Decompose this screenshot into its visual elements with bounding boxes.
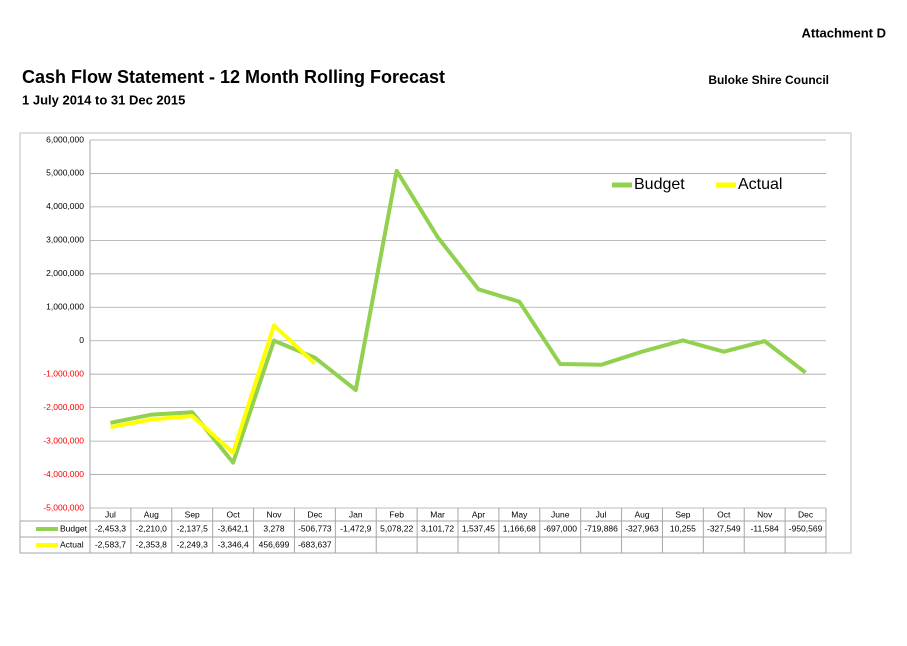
- x-tick-label: May: [511, 509, 528, 519]
- legend-label: Actual: [738, 176, 782, 193]
- y-tick-label: 0: [79, 335, 84, 345]
- data-label: -2,583,7: [95, 539, 126, 549]
- x-tick-label: Oct: [226, 509, 240, 519]
- data-label: 5,078,22: [380, 523, 413, 533]
- table-row-label: Actual: [60, 539, 84, 549]
- subtitle: 1 July 2014 to 31 Dec 2015: [22, 92, 185, 107]
- data-label: -719,886: [584, 523, 618, 533]
- data-label: 10,255: [670, 523, 696, 533]
- x-tick-label: Jan: [349, 509, 363, 519]
- x-tick-label: Aug: [144, 509, 159, 519]
- y-tick-label: -1,000,000: [43, 368, 84, 378]
- table-row-label: Budget: [60, 523, 88, 533]
- data-label: -2,453,3: [95, 523, 126, 533]
- data-label: -950,569: [789, 523, 823, 533]
- y-tick-label: -3,000,000: [43, 435, 84, 445]
- data-label: -506,773: [298, 523, 332, 533]
- y-tick-label: 6,000,000: [46, 134, 84, 144]
- y-tick-label: 4,000,000: [46, 201, 84, 211]
- y-tick-label: 5,000,000: [46, 168, 84, 178]
- attachment: Attachment D: [801, 25, 886, 40]
- data-label: 3,101,72: [421, 523, 454, 533]
- data-label: -11,584: [751, 523, 779, 533]
- data-label: 1,537,45: [462, 523, 495, 533]
- data-label: -2,210,0: [136, 523, 167, 533]
- x-tick-label: Aug: [634, 509, 649, 519]
- data-label: 1,166,68: [503, 523, 536, 533]
- data-label: -2,249,3: [177, 539, 208, 549]
- data-label: 456,699: [259, 539, 290, 549]
- data-label: -2,137,5: [177, 523, 208, 533]
- y-tick-label: -2,000,000: [43, 402, 84, 412]
- x-tick-label: Sep: [675, 509, 690, 519]
- series-line: [110, 168, 807, 465]
- x-tick-label: Apr: [472, 509, 485, 519]
- x-tick-label: Dec: [798, 509, 814, 519]
- x-tick-label: Feb: [389, 509, 404, 519]
- x-tick-label: Oct: [717, 509, 731, 519]
- x-tick-label: Nov: [757, 509, 773, 519]
- x-tick-label: Mar: [430, 509, 445, 519]
- y-tick-label: -5,000,000: [43, 502, 84, 512]
- data-label: -697,000: [543, 523, 577, 533]
- y-tick-label: 1,000,000: [46, 302, 84, 312]
- legend-label: Budget: [634, 176, 685, 193]
- data-label: -683,637: [298, 539, 332, 549]
- chart: -5,000,000 -4,000,000 -3,000,000 -2,000,000…: [19, 134, 827, 554]
- data-label: -3,642,1: [218, 523, 249, 533]
- y-tick-label: -4,000,000: [43, 469, 84, 479]
- x-tick-label: Jul: [596, 509, 607, 519]
- data-label: -3,346,4: [218, 539, 249, 549]
- x-tick-label: Nov: [266, 509, 282, 519]
- data-label: -2,353,8: [136, 539, 167, 549]
- series-line: [110, 323, 317, 455]
- y-tick-label: 2,000,000: [46, 268, 84, 278]
- x-tick-label: June: [551, 509, 570, 519]
- title: Cash Flow Statement - 12 Month Rolling F…: [22, 67, 445, 87]
- x-tick-label: Sep: [185, 509, 200, 519]
- data-label: -1,472,9: [340, 523, 371, 533]
- data-label: -327,963: [625, 523, 659, 533]
- data-label: -327,549: [707, 523, 741, 533]
- organisation: Buloke Shire Council: [708, 73, 829, 87]
- data-label: 3,278: [263, 523, 285, 533]
- x-tick-label: Jul: [105, 509, 116, 519]
- x-tick-label: Dec: [307, 509, 323, 519]
- y-tick-label: 3,000,000: [46, 235, 84, 245]
- chart-frame: [19, 132, 852, 554]
